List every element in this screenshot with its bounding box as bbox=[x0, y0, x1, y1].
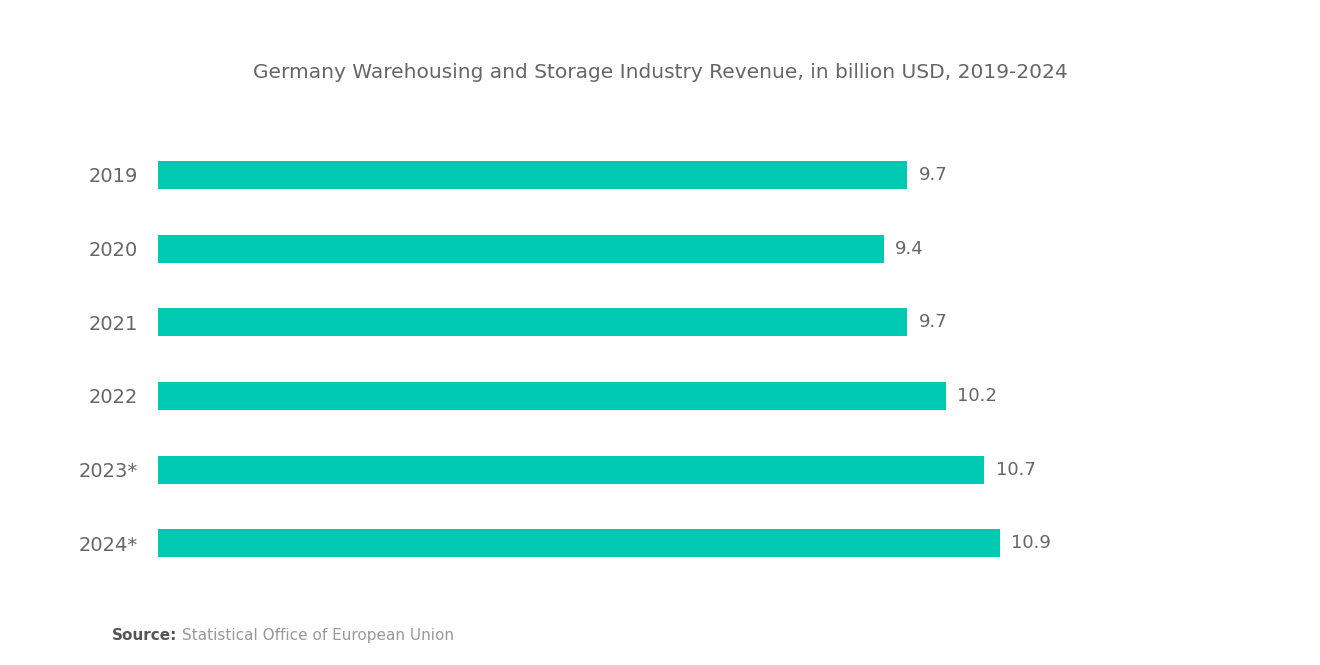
Text: 9.7: 9.7 bbox=[919, 313, 948, 331]
Bar bbox=[158, 309, 907, 336]
Text: Source:: Source: bbox=[112, 628, 178, 643]
Title: Germany Warehousing and Storage Industry Revenue, in billion USD, 2019-2024: Germany Warehousing and Storage Industry… bbox=[252, 63, 1068, 82]
Bar bbox=[158, 529, 999, 557]
Text: 10.2: 10.2 bbox=[957, 387, 997, 405]
Bar bbox=[158, 382, 945, 410]
Bar bbox=[158, 161, 907, 189]
Bar bbox=[158, 456, 985, 483]
Text: 9.4: 9.4 bbox=[895, 239, 924, 257]
Text: 9.7: 9.7 bbox=[919, 166, 948, 184]
Text: 10.9: 10.9 bbox=[1011, 534, 1051, 552]
Bar bbox=[158, 235, 884, 263]
Text: Statistical Office of European Union: Statistical Office of European Union bbox=[182, 628, 454, 643]
Text: 10.7: 10.7 bbox=[995, 461, 1036, 479]
